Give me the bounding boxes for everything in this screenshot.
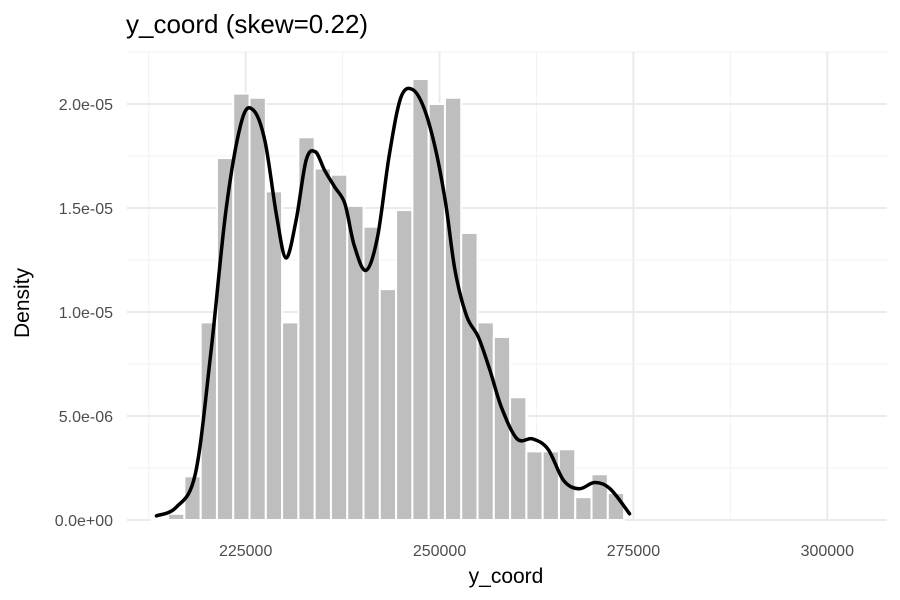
y-axis-title: Density xyxy=(11,267,34,338)
y-axis-tick-labels: 0.0e+00 5.0e-06 1.0e-05 1.5e-05 2.0e-05 xyxy=(55,97,113,530)
x-axis-tick-labels: 225000 250000 275000 300000 xyxy=(219,543,854,560)
histogram-bar xyxy=(395,209,414,522)
y-tick-label: 1.5e-05 xyxy=(59,201,113,218)
histogram-bar xyxy=(329,173,349,521)
x-tick-label: 300000 xyxy=(801,543,854,560)
histogram-bars xyxy=(150,78,626,522)
histogram-bar xyxy=(574,496,593,521)
x-tick-label: 225000 xyxy=(219,543,272,560)
histogram-bar xyxy=(378,288,398,521)
y-tick-label: 2.0e-05 xyxy=(59,97,113,114)
histogram-bar xyxy=(427,103,446,521)
histogram-bar xyxy=(313,167,332,521)
histogram-bar xyxy=(167,512,186,522)
histogram-bar xyxy=(150,517,170,522)
histogram-bar xyxy=(509,396,528,521)
y-tick-label: 0.0e+00 xyxy=(55,513,113,530)
histogram-bar xyxy=(460,231,479,522)
histogram-bar xyxy=(411,78,430,521)
histogram-bar xyxy=(248,96,267,521)
y-tick-label: 5.0e-06 xyxy=(59,409,113,426)
chart-title: y_coord (skew=0.22) xyxy=(126,9,368,39)
x-axis-title: y_coord xyxy=(469,565,544,588)
density-curve xyxy=(154,86,632,518)
x-tick-label: 250000 xyxy=(413,543,466,560)
y-tick-label: 1.0e-05 xyxy=(59,305,113,322)
x-tick-label: 275000 xyxy=(607,543,660,560)
histogram-bar xyxy=(443,96,463,521)
histogram-bar xyxy=(541,450,560,521)
histogram-bar xyxy=(232,92,251,521)
histogram-bar xyxy=(492,335,512,521)
histogram-bar xyxy=(281,321,300,521)
histogram-bar xyxy=(525,450,544,521)
